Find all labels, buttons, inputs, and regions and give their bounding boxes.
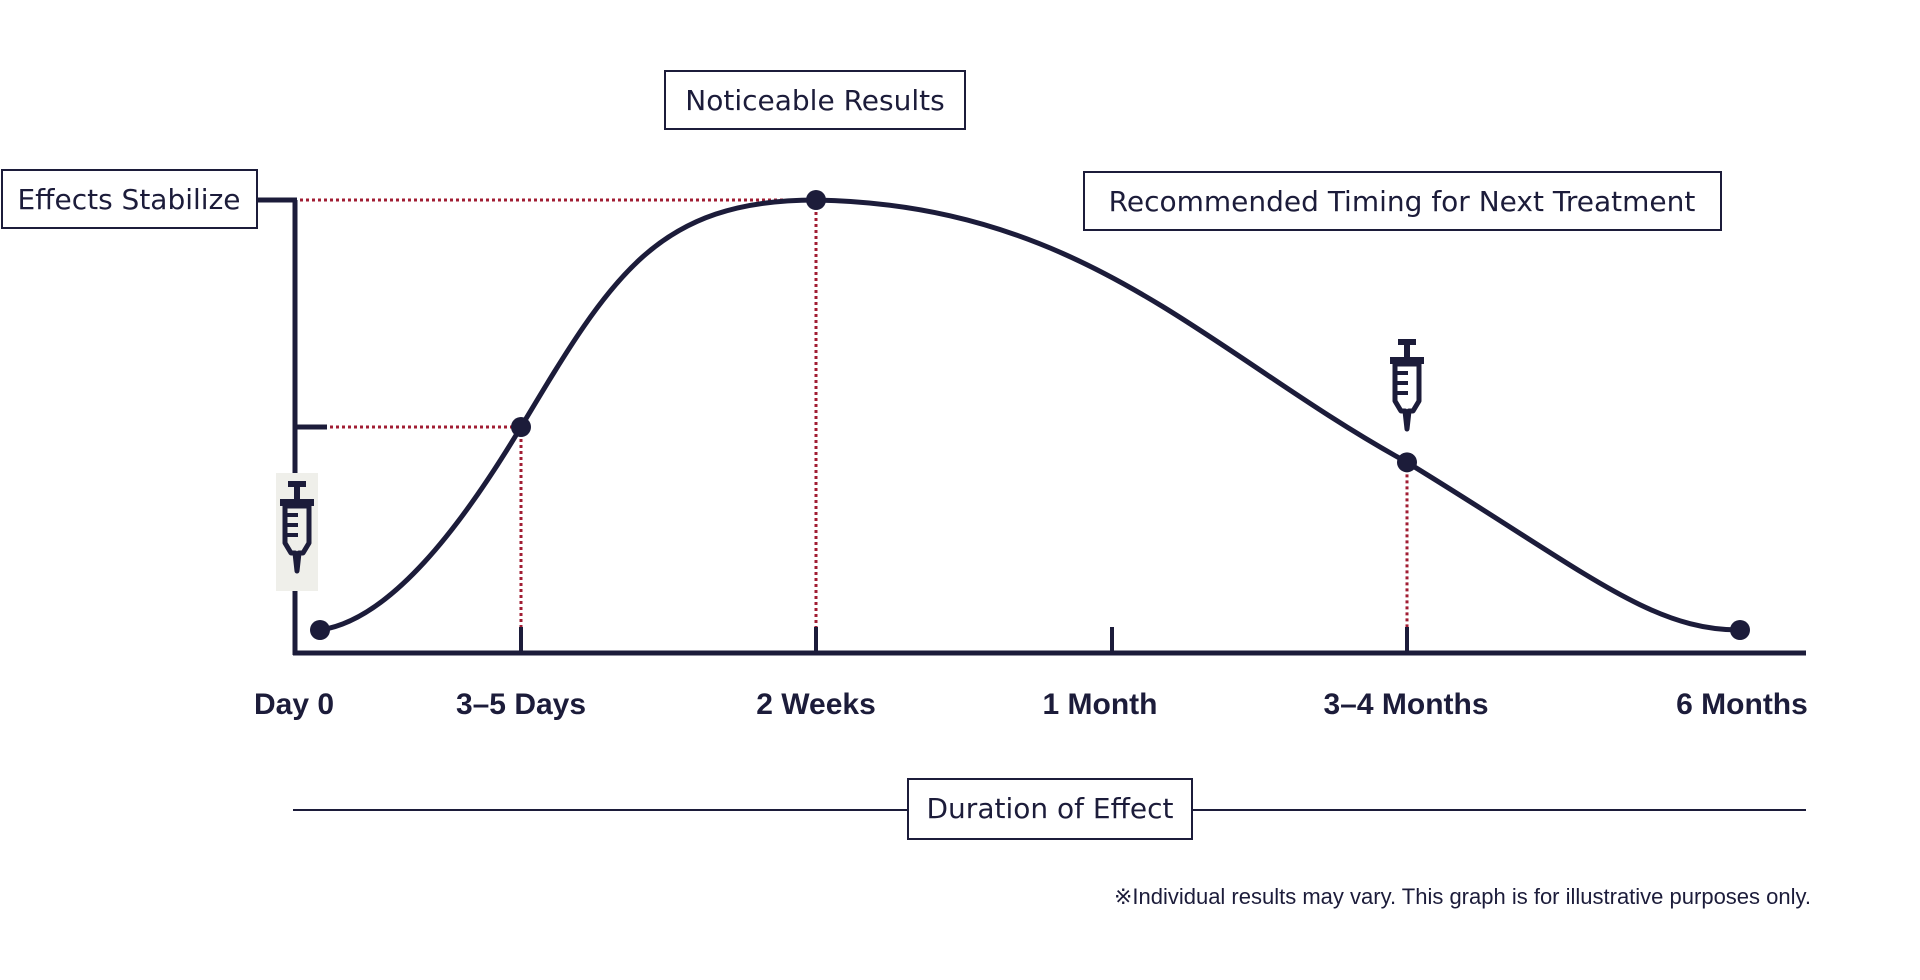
- x-tick-label: 2 Weeks: [756, 688, 876, 721]
- x-tick-label: 3–4 Months: [1323, 688, 1488, 721]
- x-tick-labels: Day 0 3–5 Days 2 Weeks 1 Month 3–4 Months 6 M…: [254, 688, 1808, 721]
- axes: [258, 197, 1806, 656]
- duration-of-effect: Duration of Effect: [293, 778, 1806, 840]
- data-points: [310, 190, 1750, 640]
- effects-stabilize-label: Effects Stabilize: [17, 183, 240, 216]
- recommended-timing-label: Recommended Timing for Next Treatment: [1109, 185, 1696, 218]
- noticeable-results-box: Noticeable Results: [664, 70, 966, 130]
- x-tick-label: 3–5 Days: [456, 688, 586, 721]
- effects-stabilize-box: Effects Stabilize: [1, 169, 258, 229]
- effect-curve: [319, 197, 1741, 633]
- syringe-icon: [276, 473, 318, 591]
- data-point-1: [511, 417, 531, 437]
- x-tick-label: Day 0: [254, 688, 334, 721]
- syringe-icon: [1390, 339, 1424, 432]
- x-tick-label: 6 Months: [1676, 688, 1808, 721]
- data-point-0: [310, 620, 330, 640]
- footnote: ※Individual results may vary. This graph…: [1114, 884, 1811, 909]
- duration-label: Duration of Effect: [927, 792, 1174, 825]
- guide-lines: [300, 198, 1409, 650]
- x-tick-label: 1 Month: [1043, 688, 1158, 721]
- x-ticks: [519, 627, 1409, 653]
- data-point-4: [1730, 620, 1750, 640]
- data-point-2: [806, 190, 826, 210]
- noticeable-results-label: Noticeable Results: [685, 84, 944, 117]
- data-point-3: [1397, 452, 1417, 473]
- recommended-timing-box: Recommended Timing for Next Treatment: [1083, 171, 1722, 231]
